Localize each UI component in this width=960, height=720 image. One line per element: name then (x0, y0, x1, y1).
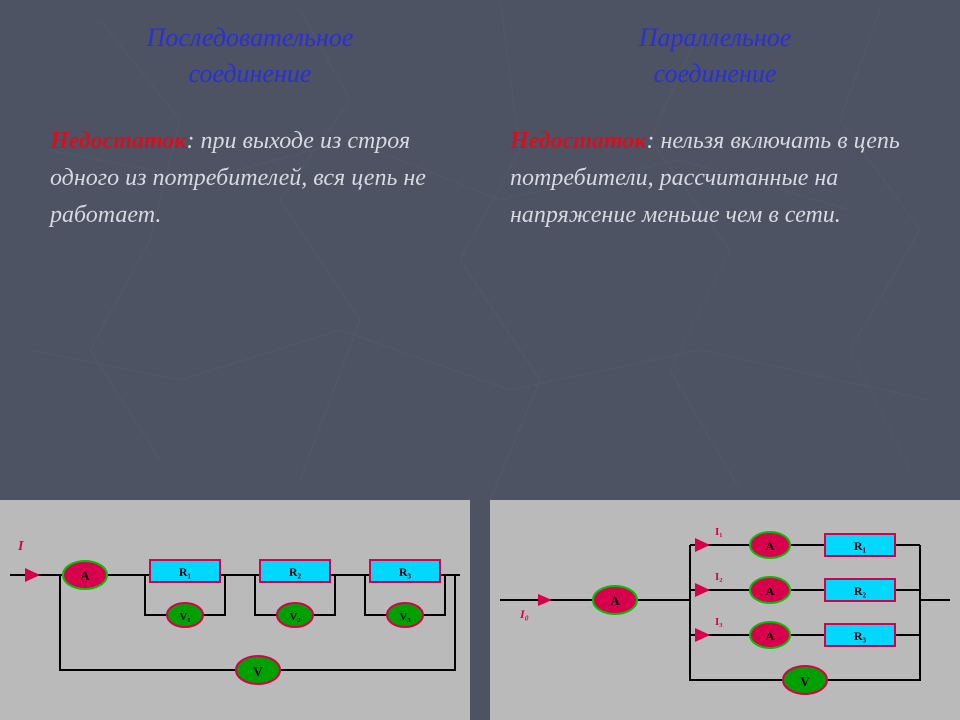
right-keyword: Недостаток (510, 128, 646, 154)
parallel-a1-label: A (766, 539, 775, 553)
series-circuit: I A R₁ R₂ R₃ V₁ V₂ V₃ V (0, 500, 470, 720)
parallel-a3-label: A (766, 629, 775, 643)
right-title: Параллельное соединение (510, 20, 920, 93)
parallel-circuit-panel: I₀ I₁ I₂ I₃ A A A A R₁ R₂ (490, 500, 960, 720)
series-v3-label: V₃ (399, 611, 411, 623)
parallel-circuit: I₀ I₁ I₂ I₃ A A A A R₁ R₂ (490, 500, 960, 720)
left-description: Недостаток: при выходе из строя одного и… (50, 123, 450, 235)
parallel-i3-label: I₃ (715, 616, 723, 628)
series-ammeter-label: A (80, 568, 90, 583)
series-r1-label: R₁ (179, 565, 192, 579)
parallel-input-arrow-icon (538, 594, 552, 606)
left-title-line1: Последовательное (147, 23, 354, 52)
text-content: Последовательное соединение Недостаток: … (0, 0, 960, 500)
right-title-line1: Параллельное (639, 23, 792, 52)
series-vtotal-label: V (253, 664, 263, 679)
left-column: Последовательное соединение Недостаток: … (0, 0, 480, 500)
parallel-input-label: I₀ (519, 607, 529, 621)
series-r2-label: R₂ (289, 565, 302, 579)
series-v2-label: V₂ (289, 611, 301, 623)
series-input-arrow-icon (25, 568, 40, 582)
parallel-r1-label: R₁ (854, 539, 867, 553)
parallel-voltmeter-label: V (800, 674, 810, 689)
right-title-line2: соединение (654, 59, 777, 88)
series-input-label: I (17, 539, 24, 554)
series-v1-label: V₁ (179, 611, 190, 623)
parallel-r2-label: R₂ (854, 584, 867, 598)
parallel-i1-label: I₁ (715, 526, 723, 538)
left-title: Последовательное соединение (50, 20, 450, 93)
parallel-r3-label: R₃ (854, 629, 867, 643)
series-r3-label: R₃ (399, 565, 412, 579)
right-description: Недостаток: нельзя включать в цепь потре… (510, 123, 920, 235)
parallel-ammeter-main-label: A (610, 593, 620, 608)
left-title-line2: соединение (189, 59, 312, 88)
parallel-a2-label: A (766, 584, 775, 598)
left-keyword: Недостаток (50, 128, 186, 154)
diagrams-row: I A R₁ R₂ R₃ V₁ V₂ V₃ V (0, 500, 960, 720)
branch-current-arrows (695, 538, 710, 642)
series-circuit-panel: I A R₁ R₂ R₃ V₁ V₂ V₃ V (0, 500, 470, 720)
right-column: Параллельное соединение Недостаток: нель… (480, 0, 960, 500)
parallel-i2-label: I₂ (715, 571, 723, 583)
